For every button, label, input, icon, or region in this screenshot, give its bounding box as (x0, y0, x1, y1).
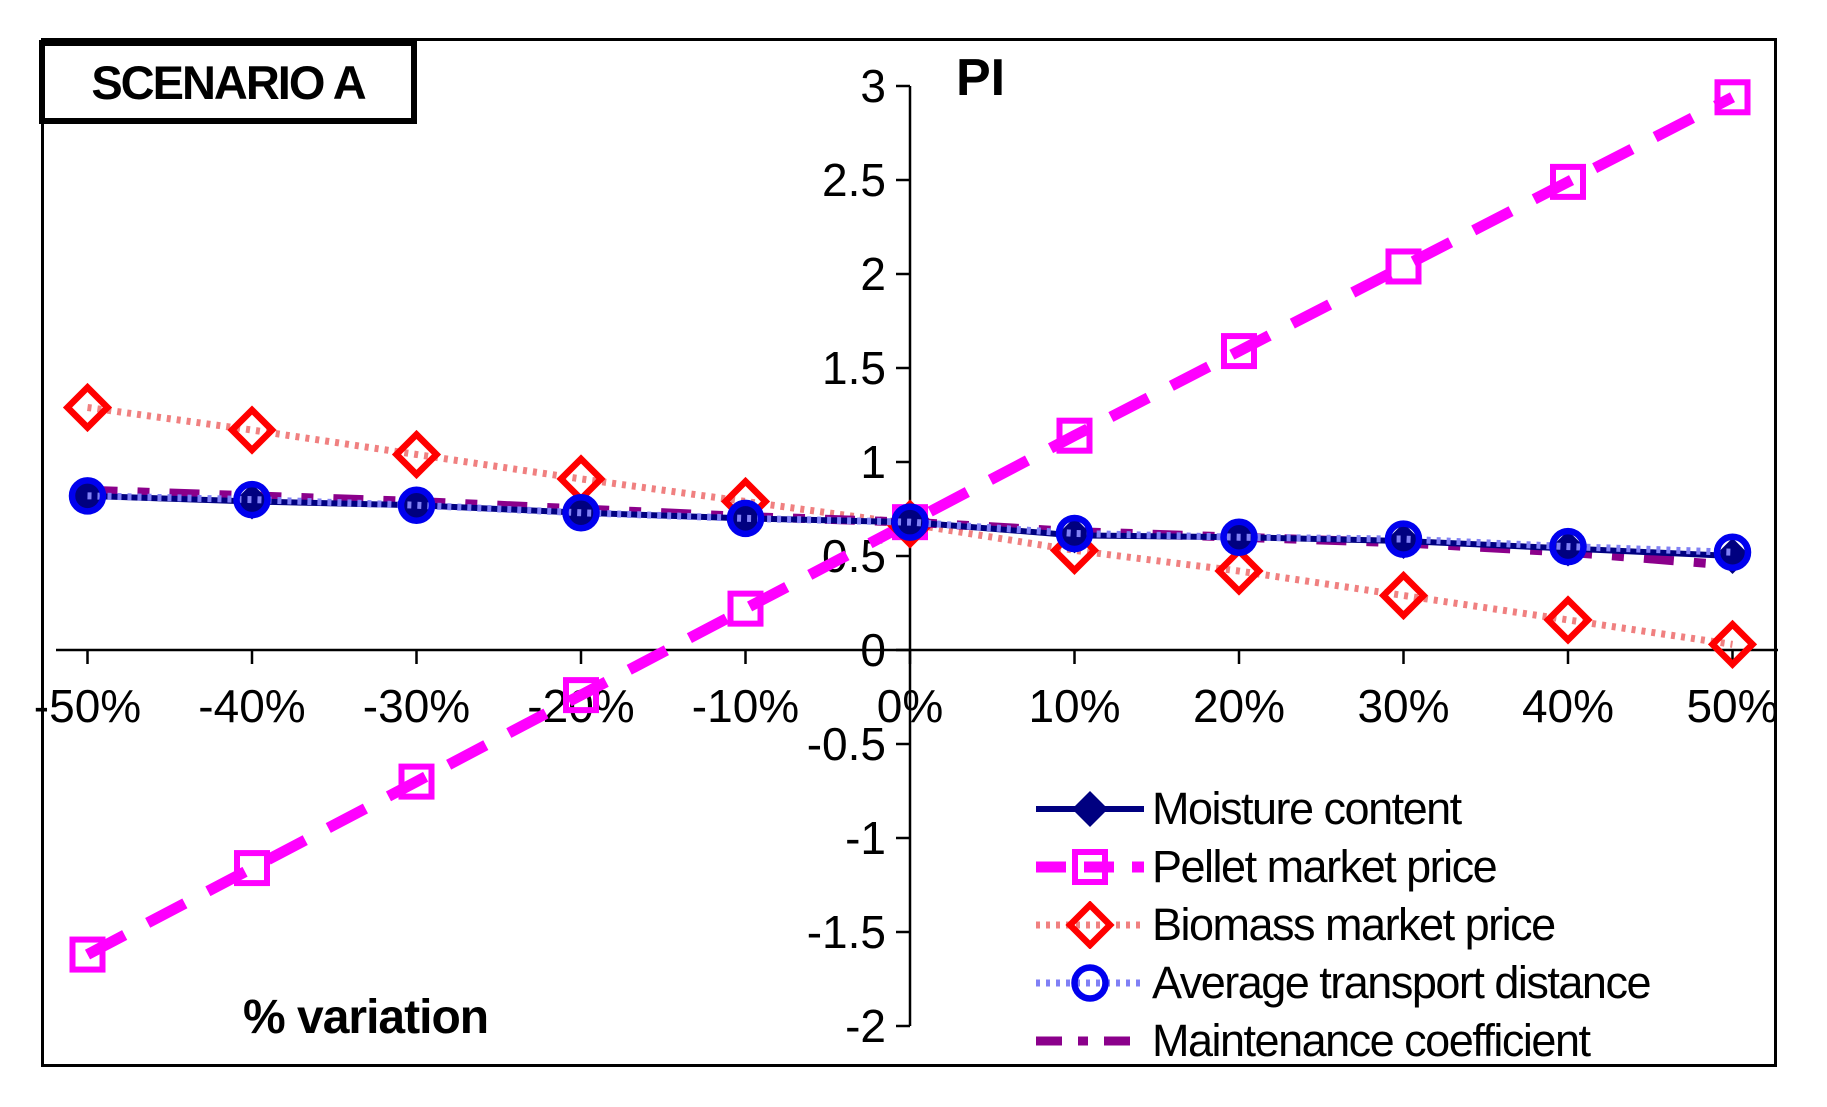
legend-swatch (1036, 791, 1144, 827)
y-tick-label: 0 (860, 624, 886, 676)
marker-circle-open (1549, 527, 1587, 566)
marker-square-open (1550, 163, 1586, 200)
scenario-title: SCENARIO A (91, 55, 366, 109)
x-tick-label: 10% (1028, 680, 1120, 732)
legend-label: Moisture content (1152, 783, 1462, 834)
marker-square-open (727, 590, 764, 627)
legend-label: Maintenance coefficient (1152, 1015, 1591, 1066)
legend-item-average-transport-distance: Average transport distance (1034, 954, 1652, 1012)
marker-circle-open (1071, 964, 1109, 1002)
y-tick-label: -2 (845, 1000, 886, 1052)
marker-square-open (1714, 79, 1751, 116)
legend-swatch (1036, 849, 1144, 885)
tick-labels: -50% -40% -30% -20% -10% 0% 10% 20% 30% 40% 50% 3 2.… (34, 60, 1779, 1052)
y-tick-label: -0.5 (807, 718, 886, 770)
marker-diamond-open (1378, 570, 1429, 621)
series-line (84, 92, 1736, 960)
x-tick-label: 20% (1193, 680, 1285, 732)
marker-circle-open (68, 477, 107, 515)
legend-swatch (1036, 964, 1144, 1002)
series-line (87, 492, 1733, 556)
y-tick-label: 1.5 (822, 342, 886, 394)
marker-circle-open (397, 486, 436, 524)
y-tick-label: 3 (860, 60, 886, 112)
series-average-transport-distance (68, 477, 1752, 571)
marker-square-open (1072, 849, 1108, 885)
marker-circle-open (562, 494, 600, 532)
marker-circle-open (1384, 520, 1423, 558)
legend-swatch (1036, 901, 1144, 949)
x-tick-label: -20% (527, 680, 634, 732)
marker-square-open (563, 677, 599, 714)
marker-diamond-open (1214, 546, 1264, 596)
y-tick-label: 2 (860, 248, 886, 300)
y-axis-title: PI (956, 49, 1006, 107)
marker-diamond-open (227, 405, 277, 455)
marker-circle-open (1220, 518, 1258, 556)
marker-circle-open (1713, 533, 1752, 571)
marker-square-open (398, 763, 435, 800)
marker-circle-open (726, 499, 765, 538)
legend-item-biomass-market-price: Biomass market price (1034, 896, 1650, 954)
scenario-title-box: SCENARIO A (39, 40, 417, 124)
x-axis-title: % variation (243, 991, 489, 1044)
marker-circle-open (233, 480, 271, 519)
legend-label: Pellet market price (1152, 841, 1498, 892)
x-tick-label: 0% (877, 680, 943, 732)
y-tick-label: -1.5 (807, 906, 886, 958)
x-tick-label: 50% (1686, 680, 1778, 732)
axes (56, 84, 1778, 1028)
y-tick-label: 2.5 (822, 154, 886, 206)
marker-square-open (1385, 248, 1422, 285)
marker-diamond-filled (1072, 791, 1108, 827)
x-tick-label: -50% (34, 680, 141, 732)
legend-item-moisture-content: Moisture content (1034, 780, 1650, 838)
legend: Moisture content Pellet market price Bioma… (1034, 780, 1652, 1070)
legend-item-pellet-market-price: Pellet market price (1034, 838, 1650, 896)
x-tick-label: -40% (198, 680, 305, 732)
marker-square-open (69, 936, 106, 973)
x-tick-label: -10% (692, 680, 799, 732)
marker-square-open (1221, 333, 1257, 370)
x-tick-label: -30% (363, 680, 470, 732)
marker-diamond-open (62, 382, 113, 433)
marker-diamond-open (1707, 619, 1758, 669)
y-tick-label: -1 (845, 812, 886, 864)
marker-circle-open (891, 503, 929, 541)
legend-label: Average transport distance (1152, 957, 1652, 1008)
marker-circle-open (1055, 514, 1094, 553)
x-tick-label: 40% (1522, 680, 1614, 732)
marker-square-open (234, 850, 270, 887)
y-tick-label: 1 (860, 436, 886, 488)
legend-swatch (1036, 1036, 1144, 1046)
legend-item-maintenance-coefficient: Maintenance coefficient (1034, 1012, 1650, 1070)
x-tick-label: 30% (1357, 680, 1449, 732)
legend-label: Biomass market price (1152, 899, 1556, 950)
marker-diamond-open (391, 429, 442, 480)
marker-diamond-open (1543, 595, 1593, 645)
series-pellet-market-price (69, 79, 1751, 973)
marker-square-open (1056, 417, 1093, 454)
marker-diamond-open (1065, 901, 1115, 949)
